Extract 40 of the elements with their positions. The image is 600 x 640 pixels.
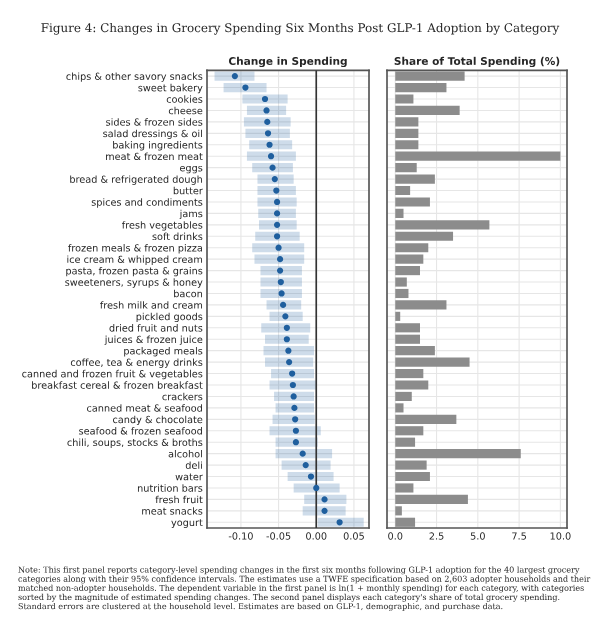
point [292,427,300,434]
point [282,313,289,320]
point [313,484,320,492]
point [283,336,290,343]
point [267,153,275,160]
point [271,175,278,183]
point [273,233,281,240]
point [285,347,292,354]
point [283,324,290,331]
point [291,404,298,411]
point [269,164,276,171]
point [321,507,328,514]
point [321,496,328,503]
point [264,130,272,137]
point [266,141,273,148]
point [273,187,280,194]
point [292,439,300,446]
point [289,370,296,377]
point [276,256,284,263]
point [278,290,285,297]
point [292,416,299,423]
point [273,198,281,206]
point [275,244,282,251]
point [273,221,281,228]
point [231,73,238,80]
point [302,461,309,469]
point [242,84,249,91]
point [273,210,281,217]
point [299,450,306,457]
point [276,267,284,274]
point [286,359,293,366]
point [261,95,269,103]
point [289,381,296,389]
point [307,473,315,480]
point [264,118,271,125]
point [277,278,284,286]
point [263,107,270,114]
point [336,519,343,526]
point [280,301,287,309]
point [290,393,297,400]
